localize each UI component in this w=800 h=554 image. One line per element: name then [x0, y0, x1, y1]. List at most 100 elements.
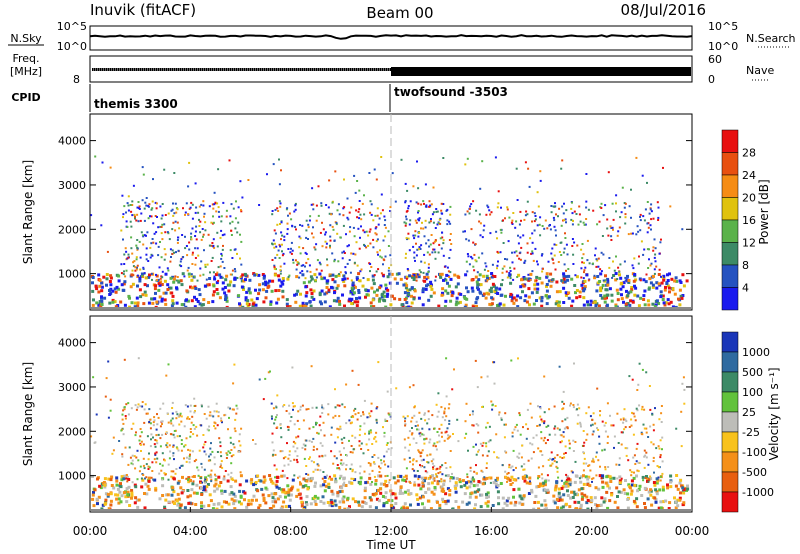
- heatmap-cell: [142, 243, 145, 246]
- heatmap-cell: [241, 196, 244, 199]
- heatmap-cell: [618, 273, 621, 277]
- heatmap-cell: [374, 227, 377, 230]
- heatmap-cell: [590, 424, 592, 427]
- heatmap-cell: [587, 465, 590, 467]
- heatmap-cell: [480, 493, 484, 497]
- colorbar-swatch: [721, 174, 739, 198]
- heatmap-cell: [643, 219, 646, 222]
- heatmap-cell: [142, 464, 145, 467]
- heatmap-cell: [141, 478, 145, 482]
- heatmap-cell: [585, 273, 589, 277]
- heatmap-cell: [485, 426, 488, 429]
- heatmap-cell: [501, 267, 504, 270]
- heatmap-cell: [653, 471, 655, 474]
- heatmap-cell: [384, 479, 388, 483]
- heatmap-cell: [649, 224, 652, 227]
- heatmap-cell: [582, 474, 585, 478]
- heatmap-cell: [537, 477, 539, 480]
- heatmap-cell: [212, 221, 215, 224]
- heatmap-cell: [673, 279, 677, 283]
- heatmap-cell: [657, 206, 660, 209]
- heatmap-cell: [171, 401, 174, 404]
- heatmap-cell: [431, 414, 434, 417]
- heatmap-cell: [384, 235, 387, 238]
- heatmap-cell: [436, 441, 439, 444]
- heatmap-cell: [320, 202, 323, 205]
- heatmap-cell: [453, 484, 457, 488]
- heatmap-cell: [469, 469, 472, 472]
- heatmap-cell: [153, 478, 157, 482]
- heatmap-cell: [413, 237, 416, 240]
- heatmap-cell: [169, 450, 172, 453]
- heatmap-cell: [438, 480, 441, 483]
- heatmap-cell: [469, 466, 472, 469]
- heatmap-cell: [679, 491, 682, 495]
- heatmap-cell: [326, 501, 330, 504]
- heatmap-cell: [404, 200, 407, 202]
- heatmap-cell: [336, 209, 339, 212]
- heatmap-cell: [384, 283, 388, 287]
- heatmap-cell: [433, 240, 436, 243]
- heatmap-cell: [487, 206, 490, 209]
- heatmap-cell: [400, 303, 404, 307]
- heatmap-cell: [581, 495, 585, 499]
- heatmap-cell: [623, 428, 626, 431]
- heatmap-cell: [571, 223, 574, 226]
- colorbar-swatch: [721, 264, 739, 288]
- heatmap-cell: [159, 445, 162, 448]
- freq-point: [338, 68, 340, 71]
- heatmap-cell: [301, 301, 305, 305]
- heatmap-cell: [226, 453, 229, 456]
- heatmap-cell: [536, 287, 540, 291]
- heatmap-cell: [470, 255, 473, 258]
- heatmap-cell: [550, 211, 553, 214]
- heatmap-cell: [525, 300, 529, 304]
- heatmap-cell: [568, 439, 571, 442]
- heatmap-cell: [314, 279, 317, 282]
- heatmap-cell: [117, 501, 121, 505]
- heatmap-cell: [560, 224, 563, 227]
- heatmap-cell: [534, 218, 537, 221]
- heatmap-cell: [285, 302, 289, 306]
- freq-point: [216, 68, 218, 71]
- heatmap-cell: [202, 434, 205, 436]
- heatmap-cell: [603, 294, 607, 298]
- heatmap-cell: [630, 479, 634, 483]
- heatmap-cell: [449, 233, 452, 235]
- heatmap-cell: [574, 274, 577, 277]
- heatmap-cell: [598, 442, 601, 445]
- heatmap-cell: [425, 205, 428, 208]
- heatmap-cell: [209, 447, 212, 450]
- heatmap-cell: [286, 490, 290, 494]
- heatmap-cell: [631, 378, 634, 381]
- heatmap-cell: [304, 265, 306, 268]
- heatmap-cell: [383, 299, 387, 303]
- heatmap-cell: [123, 358, 126, 361]
- heatmap-cell: [523, 463, 526, 466]
- heatmap-cell: [299, 405, 302, 408]
- heatmap-cell: [415, 460, 418, 463]
- heatmap-cell: [140, 431, 143, 434]
- heatmap-cell: [199, 274, 202, 277]
- heatmap-cell: [234, 227, 237, 230]
- heatmap-cell: [387, 269, 390, 272]
- heatmap-cell: [647, 436, 650, 438]
- heatmap-cell: [271, 441, 274, 444]
- heatmap-cell: [404, 286, 408, 290]
- heatmap-cell: [164, 498, 168, 502]
- heatmap-cell: [124, 415, 127, 417]
- heatmap-cell: [169, 276, 173, 280]
- heatmap-cell: [208, 277, 212, 280]
- freq-point: [386, 68, 388, 71]
- heatmap-cell: [113, 300, 117, 304]
- heatmap-cell: [269, 370, 271, 373]
- heatmap-cell: [678, 498, 682, 502]
- heatmap-cell: [489, 213, 492, 216]
- heatmap-cell: [422, 433, 425, 436]
- heatmap-cell: [287, 428, 290, 431]
- heatmap-cell: [374, 482, 378, 486]
- heatmap-cell: [145, 412, 148, 415]
- heatmap-cell: [353, 409, 355, 412]
- heatmap-cell: [405, 237, 408, 240]
